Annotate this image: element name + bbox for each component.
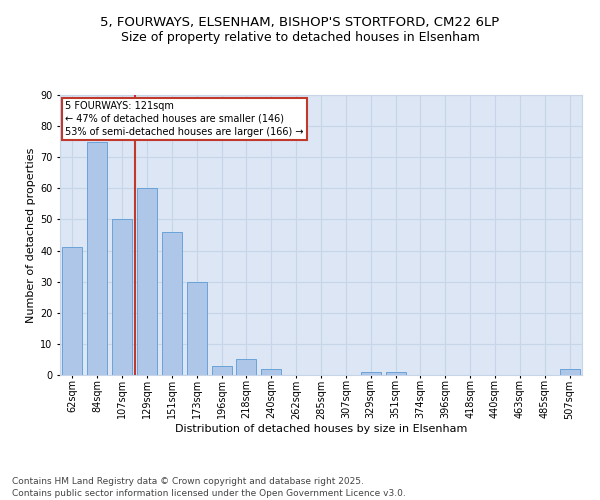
Bar [112,220,132,375]
Bar [386,372,406,375]
Text: 5 FOURWAYS: 121sqm
← 47% of detached houses are smaller (146)
53% of semi-detach: 5 FOURWAYS: 121sqm ← 47% of detached hou… [65,100,304,137]
Bar [262,369,281,375]
Bar [137,188,157,375]
Bar [62,248,82,375]
Text: Contains HM Land Registry data © Crown copyright and database right 2025.
Contai: Contains HM Land Registry data © Crown c… [12,476,406,498]
Bar [236,360,256,375]
Y-axis label: Number of detached properties: Number of detached properties [26,148,36,322]
Text: Size of property relative to detached houses in Elsenham: Size of property relative to detached ho… [121,31,479,44]
Bar [560,369,580,375]
Bar [212,366,232,375]
Bar [187,282,206,375]
Bar [361,372,380,375]
X-axis label: Distribution of detached houses by size in Elsenham: Distribution of detached houses by size … [175,424,467,434]
Bar [88,142,107,375]
Text: 5, FOURWAYS, ELSENHAM, BISHOP'S STORTFORD, CM22 6LP: 5, FOURWAYS, ELSENHAM, BISHOP'S STORTFOR… [100,16,500,29]
Bar [162,232,182,375]
